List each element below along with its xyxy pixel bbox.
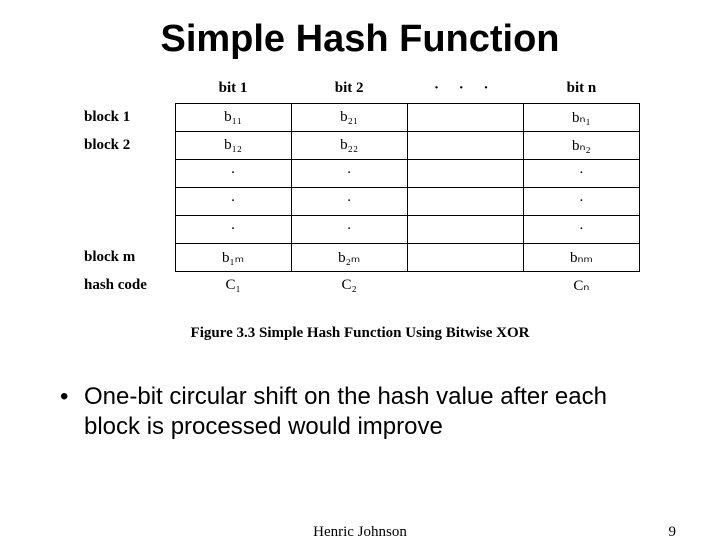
- cell: C₂: [291, 271, 407, 299]
- col-header: bit 2: [291, 75, 407, 103]
- cell: b₁₁: [175, 103, 291, 131]
- hash-figure: bit 1 bit 2 · · · bit n block 1 b₁₁ b₂₁ …: [80, 75, 640, 342]
- cell: C₁: [175, 271, 291, 299]
- cell: b₂ₘ: [291, 243, 407, 271]
- cell: [407, 103, 523, 131]
- table-row: block 1 b₁₁ b₂₁ bₙ₁: [80, 103, 640, 131]
- cell: ·: [175, 187, 291, 215]
- table-row: · · ·: [80, 159, 640, 187]
- page-title: Simple Hash Function: [40, 18, 680, 61]
- cell: ·: [291, 215, 407, 243]
- col-header: bit n: [523, 75, 639, 103]
- cell: ·: [175, 159, 291, 187]
- cell: bₙₘ: [523, 243, 639, 271]
- cell: [407, 243, 523, 271]
- cell: ·: [523, 215, 639, 243]
- cell: [407, 159, 523, 187]
- table-header-row: bit 1 bit 2 · · · bit n: [80, 75, 640, 103]
- cell: b₁ₘ: [175, 243, 291, 271]
- footer-page-number: 9: [669, 524, 677, 541]
- cell: b₁₂: [175, 131, 291, 159]
- bullet-list: • One-bit circular shift on the hash val…: [60, 382, 660, 442]
- row-label: [80, 159, 175, 187]
- cell: [407, 215, 523, 243]
- row-label: block 1: [80, 103, 175, 131]
- cell: b₂₂: [291, 131, 407, 159]
- table-row: · · ·: [80, 215, 640, 243]
- table-row-hashcode: hash code C₁ C₂ Cₙ: [80, 271, 640, 299]
- header-blank: [80, 75, 175, 103]
- col-header-ellipsis: · · ·: [407, 75, 523, 103]
- cell: ·: [291, 187, 407, 215]
- row-label: [80, 187, 175, 215]
- cell: Cₙ: [523, 271, 639, 299]
- cell: [407, 187, 523, 215]
- cell: [407, 131, 523, 159]
- col-header: bit 1: [175, 75, 291, 103]
- bullet-dot-icon: •: [60, 382, 84, 442]
- bullet-text: One-bit circular shift on the hash value…: [84, 382, 660, 442]
- cell: ·: [523, 159, 639, 187]
- figure-caption: Figure 3.3 Simple Hash Function Using Bi…: [80, 325, 640, 342]
- row-label: hash code: [80, 271, 175, 299]
- row-label: block 2: [80, 131, 175, 159]
- footer-author: Henric Johnson: [0, 524, 720, 541]
- cell: ·: [291, 159, 407, 187]
- table-row: block m b₁ₘ b₂ₘ bₙₘ: [80, 243, 640, 271]
- cell: b₂₁: [291, 103, 407, 131]
- row-label: block m: [80, 243, 175, 271]
- cell: [407, 271, 523, 299]
- hash-table: bit 1 bit 2 · · · bit n block 1 b₁₁ b₂₁ …: [80, 75, 640, 299]
- table-row: · · ·: [80, 187, 640, 215]
- cell: ·: [523, 187, 639, 215]
- table-row: block 2 b₁₂ b₂₂ bₙ₂: [80, 131, 640, 159]
- row-label: [80, 215, 175, 243]
- cell: bₙ₂: [523, 131, 639, 159]
- slide: Simple Hash Function bit 1 bit 2 · · · b…: [0, 0, 720, 540]
- cell: bₙ₁: [523, 103, 639, 131]
- cell: ·: [175, 215, 291, 243]
